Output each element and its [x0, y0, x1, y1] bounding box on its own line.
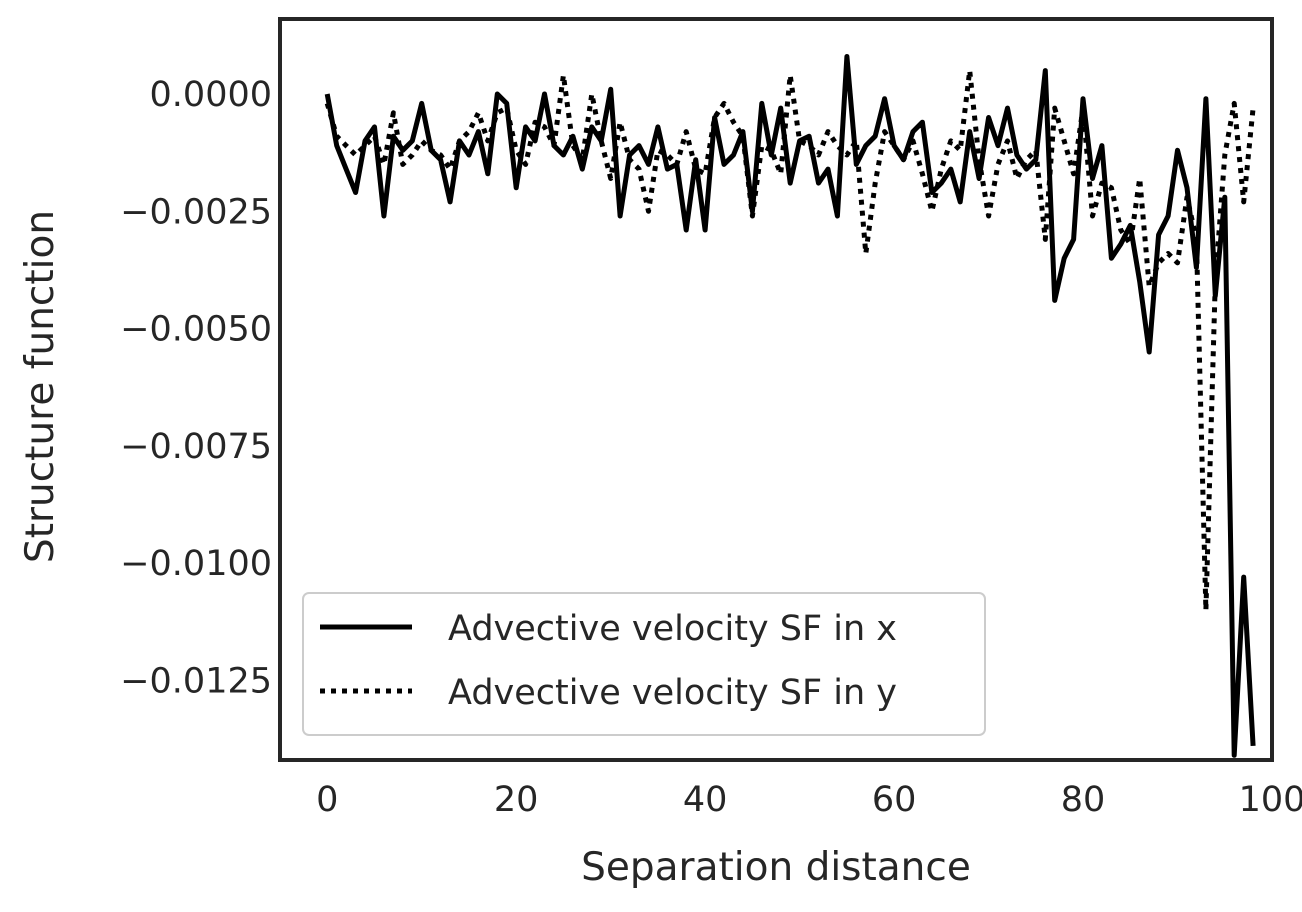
x-tick-labels: 0 20 40 60 80 100	[316, 780, 1302, 820]
y-tick-label: −0.0100	[120, 544, 272, 584]
y-tick-label: −0.0050	[120, 310, 272, 350]
plot-frame	[278, 17, 1274, 762]
y-tick-label: −0.0025	[120, 192, 272, 232]
series-line-x	[324, 54, 1256, 758]
legend-label-y: Advective velocity SF in y	[448, 673, 897, 713]
series-line-y	[324, 68, 1256, 613]
legend: Advective velocity SF in x Advective vel…	[302, 592, 986, 736]
x-tick-label: 100	[1239, 780, 1302, 820]
x-axis-label: Separation distance	[581, 845, 971, 890]
y-tick-label: −0.0075	[120, 427, 272, 467]
x-tick-label: 0	[316, 780, 338, 820]
legend-box	[302, 592, 986, 736]
y-tick-labels: 0.0000 −0.0025 −0.0050 −0.0075 −0.0100 −0.012…	[120, 75, 272, 701]
series-layer	[324, 54, 1256, 758]
x-tick-label: 20	[494, 780, 539, 820]
legend-label-x: Advective velocity SF in x	[448, 609, 897, 649]
y-axis-label: Structure function	[18, 210, 63, 563]
y-tick-label: −0.0125	[120, 661, 272, 701]
x-tick-label: 60	[872, 780, 917, 820]
y-tick-label: 0.0000	[150, 75, 272, 115]
x-tick-label: 80	[1061, 780, 1106, 820]
x-tick-label: 40	[683, 780, 728, 820]
